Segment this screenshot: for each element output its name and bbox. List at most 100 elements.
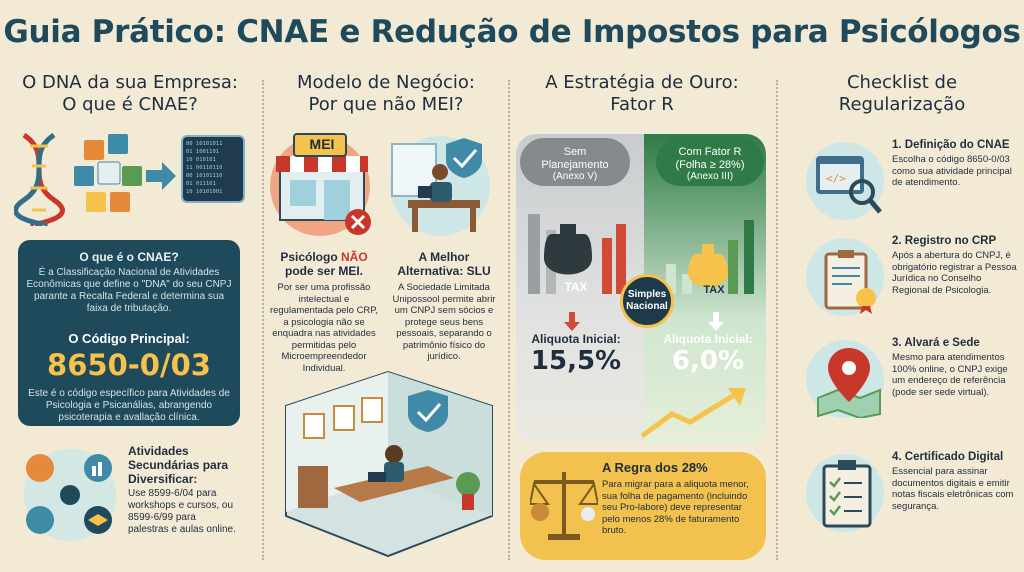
checklist-item-cnae: </> 1. Definição do CNAE Escolha o códig… <box>806 138 1020 238</box>
rate-label: Aliquota Inicial: <box>531 332 621 346</box>
mei-text: Por ser uma profissão intelectual e regu… <box>269 282 379 374</box>
certificate-icon <box>361 397 383 423</box>
cubes-icon <box>74 134 142 212</box>
rate-value: 15,5% <box>530 346 622 376</box>
map-pin-icon <box>817 348 881 418</box>
tax-bars <box>528 214 754 294</box>
left-rate: Aliquota Inicial: 15,5% <box>520 332 632 376</box>
plant-icon <box>456 472 480 496</box>
checklist-description: Após a abertura do CNPJ, é obrigatório r… <box>892 250 1017 296</box>
dna-illustration <box>14 132 245 226</box>
col3-header: A Estratégia de Ouro: Fator R <box>514 72 770 116</box>
secondary-title: Atividades Secundárias para Diversificar… <box>128 444 229 486</box>
checklist-item-alvara: 3. Alvará e Sede Mesmo para atendimentos… <box>806 336 1020 436</box>
col3-title-line1: A Estratégia de Ouro: <box>545 72 739 93</box>
checklist-item-crp: 2. Registro no CRP Após a abertura do CN… <box>806 234 1020 334</box>
checklist-heading: 3. Alvará e Sede <box>892 337 980 349</box>
code-screen-icon <box>181 135 245 203</box>
with-fator-r-pill: Com Fator R (Folha ≥ 28%) (Anexo III) <box>656 138 764 186</box>
rate-value: 6,0% <box>671 346 745 376</box>
cnae-info-box: O que é o CNAE? É a Classificação Nacion… <box>18 240 240 426</box>
cnae-question: O que é o CNAE? <box>79 250 179 264</box>
col4-title-line2: Regularização <box>838 94 966 115</box>
speaker-icon <box>26 454 54 482</box>
col3-title-line2: Fator R <box>610 94 674 115</box>
mei-title-a: Psicólogo <box>280 250 341 264</box>
binary-line: 01 1001101 <box>186 149 220 155</box>
column-divider <box>262 80 264 560</box>
slu-block: A Melhor Alternativa: SLU A Sociedade Li… <box>386 250 502 363</box>
rule-28-box: A Regra dos 28% Para migrar para a aliqu… <box>520 452 766 560</box>
code-description: Este é o código específico para Atividad… <box>28 388 230 423</box>
col2-header: Modelo de Negócio: Por que não MEI? <box>268 72 504 116</box>
col4-header: Checklist de Regularização <box>784 72 1020 116</box>
desk-icon <box>334 466 454 502</box>
checklist-description: Mesmo para atendimentos 100% online, o C… <box>892 352 1008 398</box>
mei-title-c: pode ser MEI. <box>284 264 364 278</box>
col1-header: O DNA da sua Empresa: O que é CNAE? <box>10 72 250 116</box>
rule-28-text: Para migrar para a aliquota menor, sua f… <box>602 479 749 536</box>
clipboard-seal-icon <box>824 250 876 314</box>
pill-line: (Anexo III) <box>686 171 734 182</box>
arrow-down-red-icon <box>564 312 580 331</box>
mei-title: Psicólogo NÃO pode ser MEI. <box>268 250 380 278</box>
shield-check-icon <box>446 138 482 178</box>
checklist-heading: 1. Definição do CNAE <box>892 139 1010 151</box>
col2-title-line2: Por que não MEI? <box>308 94 464 115</box>
tax-label-left: TAX <box>564 280 588 294</box>
binary-line: 00 10101110 <box>186 173 223 179</box>
binary-line: 01 011101 <box>186 181 216 187</box>
person-icon <box>26 506 54 534</box>
laptop-icon <box>368 472 386 482</box>
secondary-description: Use 8599-6/04 para workshops e cursos, o… <box>128 488 236 535</box>
tax-bag-icon <box>544 234 592 275</box>
slu-text: A Sociedade Limitada Unipossool permite … <box>392 282 496 362</box>
bar-red <box>616 224 626 294</box>
secondary-activities-illustration <box>24 449 116 541</box>
rate-label: Aliquota Inicial: <box>663 332 753 346</box>
person-icon <box>385 445 403 463</box>
growth-arrow-icon <box>640 388 746 439</box>
binary-line: 00 10101011 <box>186 141 223 147</box>
col2-title-line1: Modelo de Negócio: <box>297 72 475 93</box>
code-magnifier-icon: </> <box>816 156 882 214</box>
arrow-right-icon <box>146 162 176 190</box>
binary-line: 11 00110110 <box>186 165 223 171</box>
awning-icon <box>276 156 368 172</box>
tax-label-right: TAX <box>703 284 725 296</box>
certificate-icon <box>333 405 355 431</box>
rule-28-title: A Regra dos 28% <box>602 460 708 475</box>
column-divider <box>508 80 510 560</box>
bar-green <box>666 264 676 294</box>
pill-line: (Folha ≥ 28%) <box>675 158 745 171</box>
slu-title: A Melhor Alternativa: SLU <box>397 250 491 278</box>
page-title: Guia Prático: CNAE e Redução de Impostos… <box>3 14 1021 50</box>
bar-green <box>744 220 754 294</box>
person-icon <box>432 164 448 180</box>
pill-line: Planejamento <box>541 158 609 171</box>
bar-grey <box>528 214 540 294</box>
col4-title-line1: Checklist de <box>846 72 958 93</box>
binary-line: 10 010101 <box>186 157 216 163</box>
right-rate: Aliquota Inicial: 6,0% <box>652 332 764 376</box>
mei-store-illustration <box>270 133 371 236</box>
cabinet-icon <box>298 466 328 508</box>
mei-sign: MEI <box>309 136 335 152</box>
binary-code: 00 10101011 01 1001101 10 010101 11 0011… <box>186 140 244 196</box>
col1-title-line1: O DNA da sua Empresa: <box>22 72 238 93</box>
checklist-heading: 2. Registro no CRP <box>892 235 997 247</box>
bar-green <box>682 274 692 294</box>
checklist-description: Essencial para assinar documentos digita… <box>892 466 1014 512</box>
fator-r-comparison: Sem Planejamento (Anexo V) Com Fator R (… <box>516 134 766 444</box>
monitor-icon <box>418 186 432 198</box>
cnae-definition: É a Classificação Nacional de Atividades… <box>26 267 232 314</box>
arrow-down-white-icon <box>708 312 724 331</box>
isometric-office-illustration <box>285 370 493 558</box>
shield-check-icon <box>408 390 448 432</box>
balance-scale-icon <box>530 472 598 540</box>
col1-title-line2: O que é CNAE? <box>62 94 198 115</box>
mei-block: Psicólogo NÃO pode ser MEI. Por ser uma … <box>268 250 380 374</box>
dna-helix-icon <box>14 132 65 226</box>
without-planning-pill: Sem Planejamento (Anexo V) <box>520 138 630 186</box>
pill-line: (Anexo V) <box>552 171 598 182</box>
